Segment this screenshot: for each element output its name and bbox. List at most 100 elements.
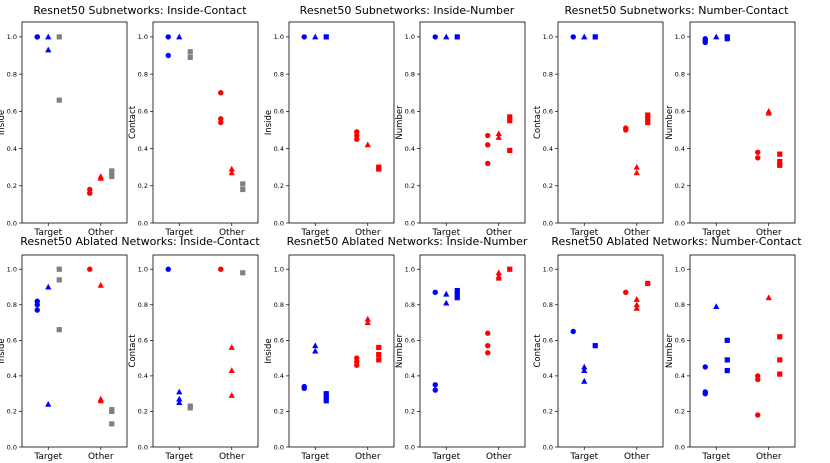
data-point-square bbox=[777, 151, 783, 157]
y-tick-label: 0.0 bbox=[274, 443, 284, 451]
data-point-triangle bbox=[443, 290, 450, 297]
data-point-square bbox=[454, 295, 460, 301]
data-point-square bbox=[777, 334, 783, 340]
data-point-square bbox=[240, 270, 246, 276]
data-point-square bbox=[109, 408, 115, 415]
y-tick-label: 0.4 bbox=[7, 372, 17, 380]
data-point-square bbox=[323, 394, 329, 400]
x-tick-label: Other bbox=[355, 228, 381, 238]
data-series bbox=[432, 33, 513, 167]
data-point-circle bbox=[34, 34, 40, 40]
data-point-triangle bbox=[581, 367, 588, 374]
y-tick-label: 0.4 bbox=[7, 145, 17, 153]
y-axis-label: Number bbox=[665, 333, 675, 368]
x-tick-label: Target bbox=[569, 452, 598, 462]
y-axis-label: Contact bbox=[533, 334, 543, 368]
data-point-triangle bbox=[228, 165, 235, 172]
data-point-square bbox=[376, 344, 382, 351]
data-point-circle bbox=[623, 289, 629, 296]
subplot-group: Resnet50 Ablated Networks: Number-Contac… bbox=[533, 235, 802, 462]
data-point-circle bbox=[485, 330, 491, 336]
data-point-triangle bbox=[581, 33, 588, 40]
data-point-triangle bbox=[45, 33, 52, 40]
y-tick-label: 1.0 bbox=[274, 33, 284, 41]
axes-panel: 0.0 0.2 0.4 0.6 0.8 1.0 Target Other Contact bbox=[128, 21, 259, 238]
y-tick-label: 0.4 bbox=[138, 145, 148, 153]
x-tick-label: Target bbox=[701, 452, 730, 462]
data-series bbox=[34, 266, 115, 427]
y-tick-label: 0.6 bbox=[274, 337, 284, 345]
data-series bbox=[570, 33, 651, 176]
data-point-circle bbox=[570, 328, 576, 335]
y-tick-label: 0.4 bbox=[675, 145, 685, 153]
y-tick-label: 0.8 bbox=[7, 70, 17, 78]
data-point-square bbox=[777, 357, 783, 363]
y-tick-label: 0.4 bbox=[405, 372, 415, 380]
data-point-circle bbox=[485, 350, 491, 356]
data-point-triangle bbox=[443, 33, 450, 40]
data-point-circle bbox=[485, 160, 491, 167]
axes-panel: 0.0 0.2 0.4 0.6 0.8 1.0 Target Other Inside bbox=[0, 254, 128, 462]
data-point-square bbox=[454, 291, 460, 297]
y-tick-label: 1.0 bbox=[274, 266, 284, 274]
subplot-group: Resnet50 Subnetworks: Number-Contact0.00… bbox=[533, 4, 796, 238]
data-point-square bbox=[645, 116, 651, 122]
subplot-title: Resnet50 Subnetworks: Number-Contact bbox=[565, 4, 790, 17]
data-point-square bbox=[592, 343, 598, 349]
y-tick-label: 0.4 bbox=[274, 145, 284, 153]
y-tick-label: 0.2 bbox=[274, 182, 284, 190]
data-point-square bbox=[109, 170, 115, 176]
data-point-circle bbox=[301, 385, 307, 392]
x-tick-label: Other bbox=[756, 228, 782, 238]
data-point-square bbox=[507, 118, 513, 124]
data-point-triangle bbox=[228, 392, 235, 398]
data-point-circle bbox=[301, 34, 307, 40]
data-point-triangle bbox=[633, 169, 640, 176]
data-point-square bbox=[56, 327, 62, 333]
y-tick-label: 0.6 bbox=[138, 337, 148, 345]
y-tick-label: 0.2 bbox=[7, 408, 17, 416]
y-tick-label: 0.8 bbox=[543, 301, 553, 309]
x-tick-label: Target bbox=[300, 452, 329, 462]
y-tick-label: 1.0 bbox=[7, 33, 17, 41]
data-point-circle bbox=[87, 190, 93, 196]
data-point-square bbox=[507, 114, 513, 120]
data-point-circle bbox=[755, 412, 761, 418]
data-point-circle bbox=[485, 142, 491, 148]
data-point-triangle bbox=[633, 296, 640, 302]
axes-panel: 0.0 0.2 0.4 0.6 0.8 1.0 Target Other Contact bbox=[533, 21, 664, 238]
axes-panel: 0.0 0.2 0.4 0.6 0.8 1.0 Target Other Inside bbox=[264, 21, 395, 238]
data-point-square bbox=[56, 34, 62, 40]
x-tick-label: Target bbox=[701, 228, 730, 238]
data-point-circle bbox=[432, 382, 438, 388]
data-point-square bbox=[454, 34, 460, 40]
data-point-square bbox=[376, 357, 382, 363]
y-tick-label: 0.0 bbox=[7, 219, 17, 227]
y-tick-label: 0.2 bbox=[675, 408, 685, 416]
y-axis-label: Contact bbox=[533, 105, 543, 139]
subplot-group: Resnet50 Ablated Networks: Inside-Number… bbox=[264, 235, 528, 462]
data-point-triangle bbox=[312, 347, 319, 354]
subplot-title: Resnet50 Ablated Networks: Inside-Contac… bbox=[20, 235, 260, 248]
data-point-square bbox=[56, 266, 62, 272]
data-point-triangle bbox=[45, 283, 52, 290]
y-tick-label: 0.8 bbox=[675, 70, 685, 78]
data-point-triangle bbox=[495, 269, 502, 276]
subplot-title: Resnet50 Ablated Networks: Number-Contac… bbox=[551, 235, 802, 248]
data-point-square bbox=[724, 357, 730, 363]
x-tick-label: Other bbox=[624, 228, 650, 238]
y-tick-label: 0.6 bbox=[7, 337, 17, 345]
data-point-square bbox=[645, 112, 651, 118]
y-axis-label: Contact bbox=[128, 334, 138, 368]
data-point-square bbox=[777, 371, 783, 377]
subplot-title: Resnet50 Ablated Networks: Inside-Number bbox=[287, 235, 528, 248]
axes-frame bbox=[288, 21, 395, 224]
y-tick-label: 1.0 bbox=[543, 266, 553, 274]
y-tick-label: 0.0 bbox=[138, 219, 148, 227]
y-tick-label: 0.0 bbox=[543, 443, 553, 451]
data-point-square bbox=[240, 186, 246, 193]
y-tick-label: 1.0 bbox=[675, 33, 685, 41]
data-point-triangle bbox=[176, 395, 183, 402]
x-tick-label: Target bbox=[33, 452, 62, 462]
y-axis-label: Inside bbox=[264, 338, 274, 363]
